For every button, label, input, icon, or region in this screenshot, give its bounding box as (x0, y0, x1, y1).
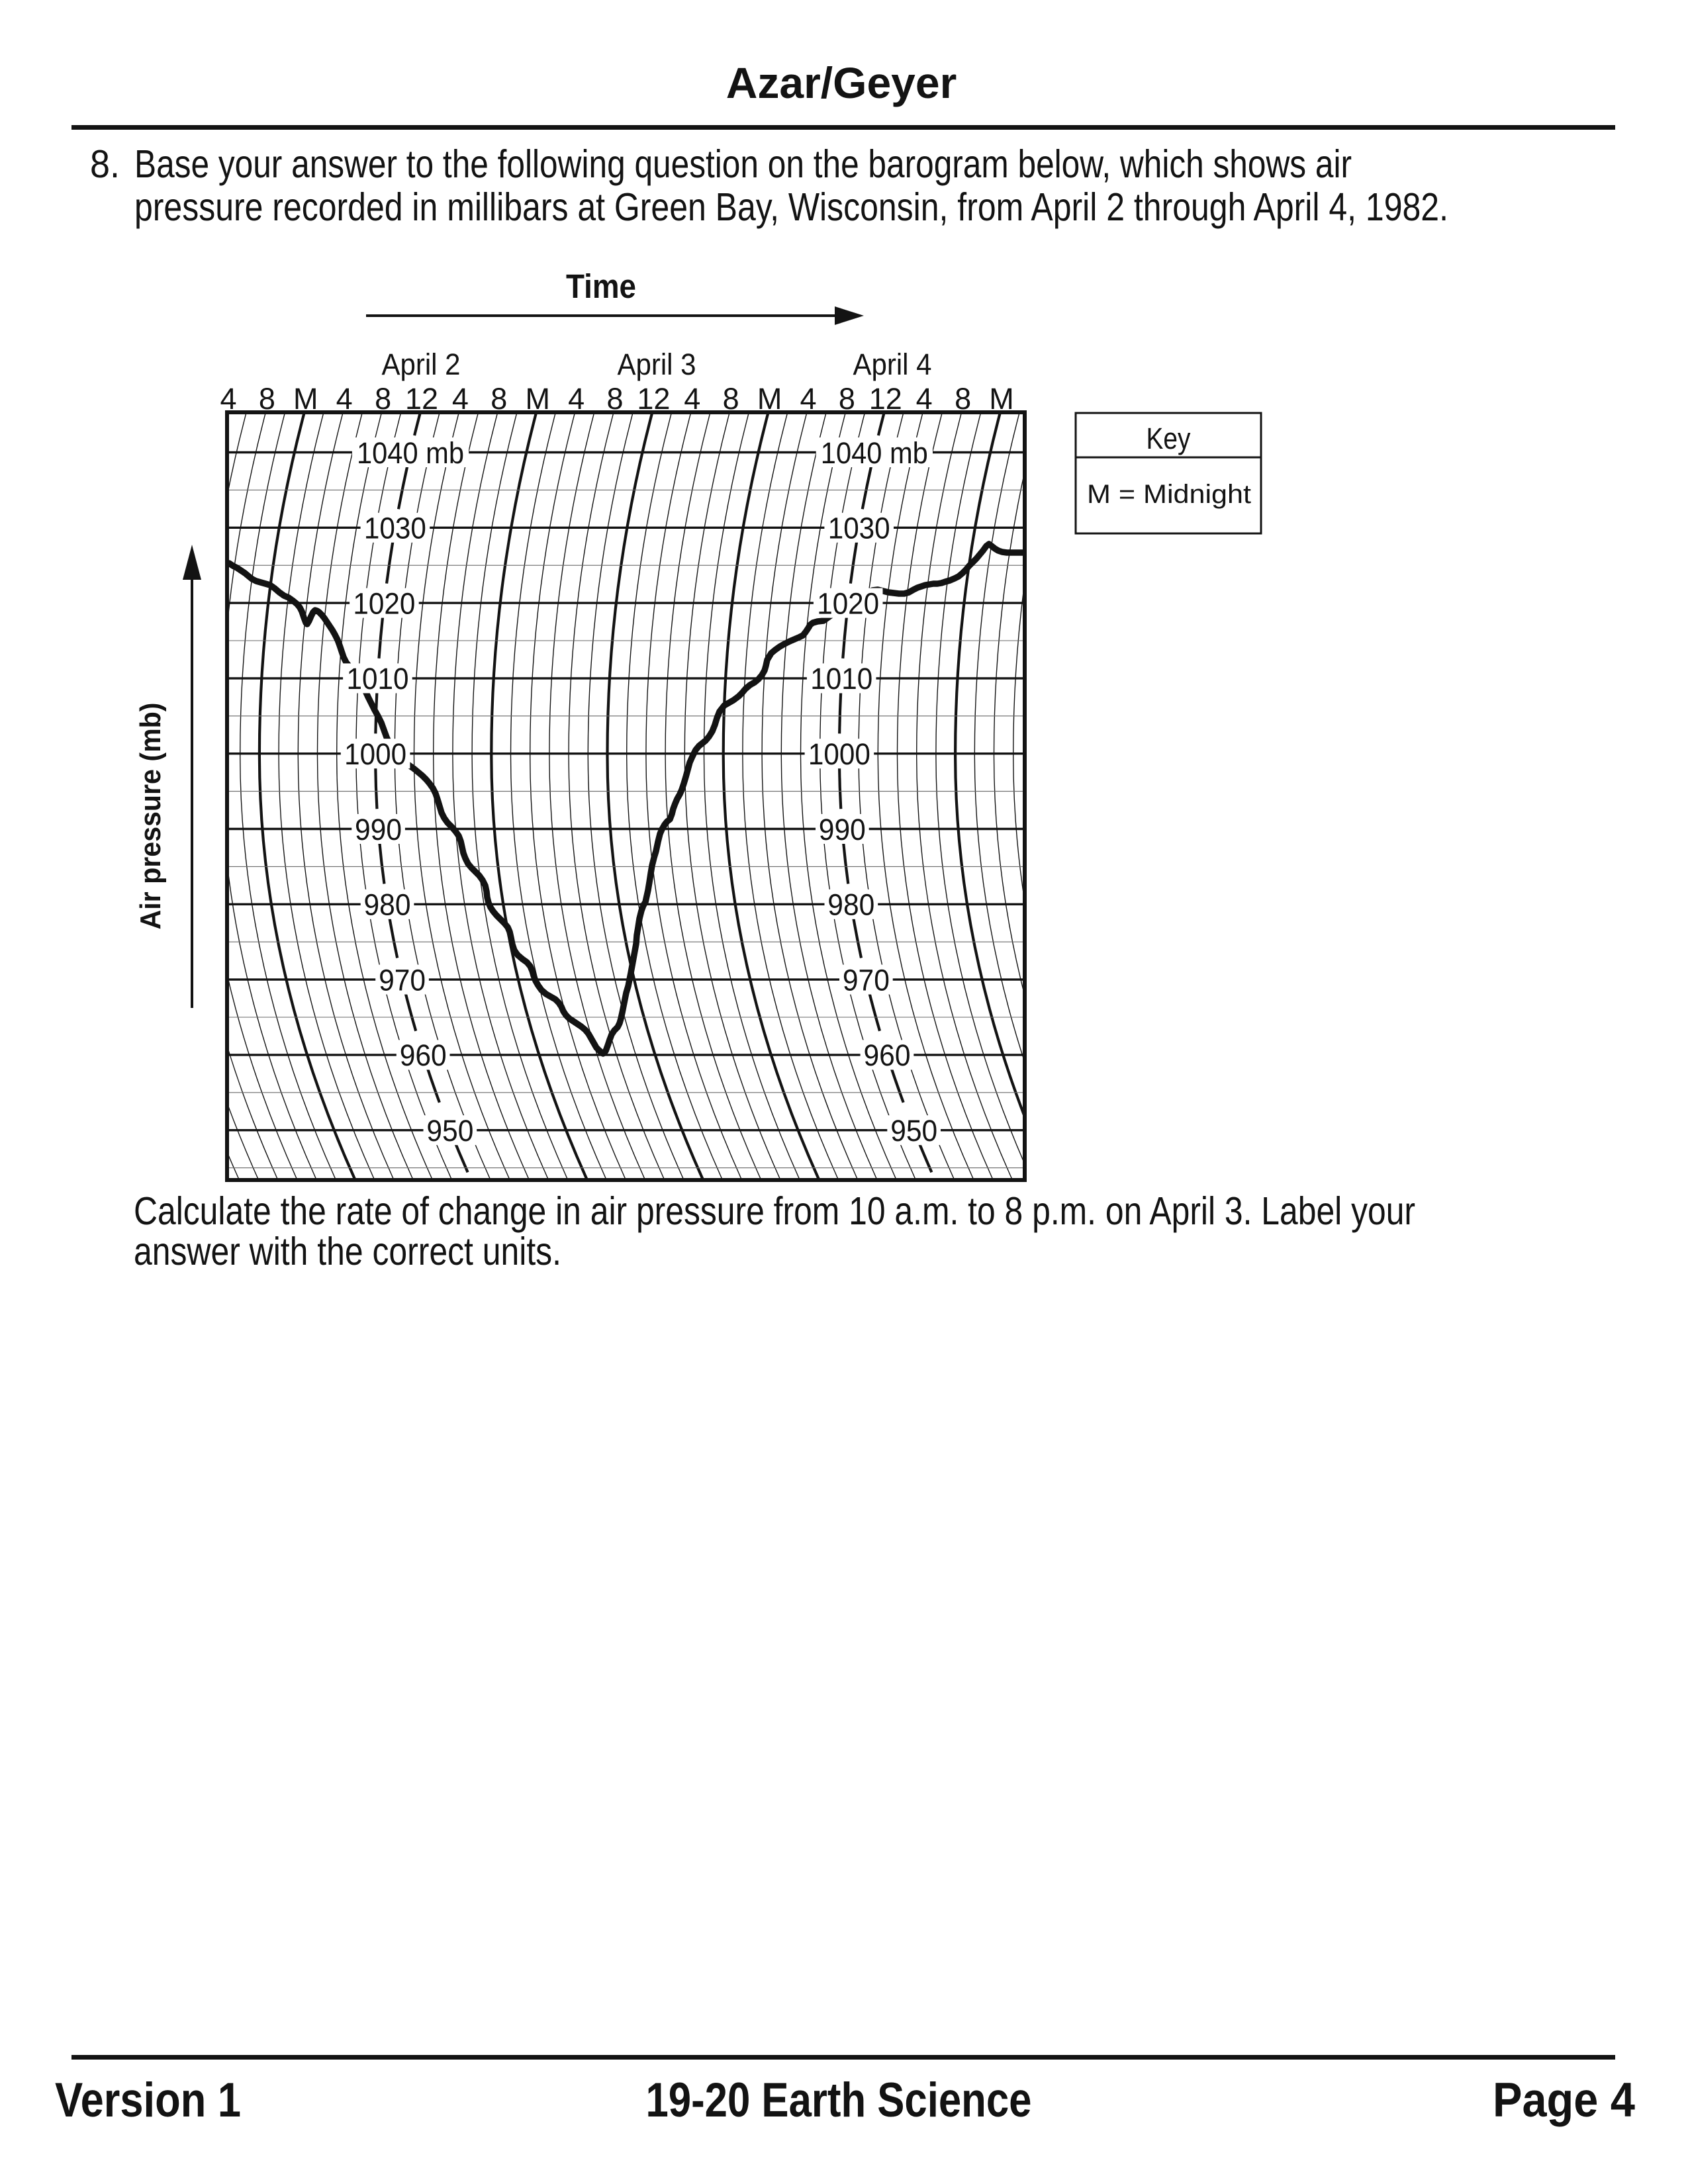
svg-text:Key: Key (1147, 422, 1191, 455)
svg-text:Base your answer to the follow: Base your answer to the following questi… (134, 142, 1352, 186)
svg-text:1040 mb: 1040 mb (357, 436, 464, 470)
svg-text:M: M (989, 382, 1014, 416)
svg-text:990: 990 (819, 813, 866, 846)
svg-text:1000: 1000 (344, 737, 406, 771)
svg-text:Calculate the rate of change i: Calculate the rate of change in air pres… (134, 1189, 1415, 1233)
svg-text:4: 4 (220, 382, 236, 416)
svg-text:19-20 Earth Science: 19-20 Earth Science (646, 2073, 1032, 2127)
svg-text:answer with the correct units.: answer with the correct units. (134, 1230, 561, 1273)
svg-text:980: 980 (364, 888, 411, 922)
svg-text:April 4: April 4 (853, 347, 932, 381)
svg-text:970: 970 (379, 963, 426, 997)
svg-text:8: 8 (606, 382, 623, 416)
svg-text:970: 970 (843, 963, 890, 997)
svg-text:Azar/Geyer: Azar/Geyer (726, 58, 957, 107)
svg-text:12: 12 (869, 382, 902, 416)
svg-text:1020: 1020 (817, 586, 879, 620)
svg-text:April 3: April 3 (618, 347, 696, 381)
svg-text:8: 8 (955, 382, 971, 416)
svg-text:8: 8 (491, 382, 507, 416)
svg-text:990: 990 (355, 813, 402, 846)
svg-text:4: 4 (684, 382, 700, 416)
svg-text:4: 4 (336, 382, 353, 416)
svg-text:1020: 1020 (353, 586, 415, 620)
svg-text:4: 4 (800, 382, 816, 416)
svg-text:4: 4 (452, 382, 469, 416)
svg-text:4: 4 (568, 382, 585, 416)
svg-text:1010: 1010 (810, 662, 872, 696)
svg-text:1040 mb: 1040 mb (821, 436, 928, 470)
svg-text:12: 12 (405, 382, 438, 416)
svg-text:pressure recorded in millibars: pressure recorded in millibars at Green … (134, 185, 1448, 229)
svg-text:Time: Time (566, 267, 636, 305)
svg-text:1010: 1010 (347, 662, 409, 696)
svg-text:M: M (757, 382, 782, 416)
svg-text:April 2: April 2 (382, 347, 461, 381)
svg-text:8: 8 (375, 382, 391, 416)
svg-text:M: M (525, 382, 550, 416)
svg-text:8: 8 (839, 382, 855, 416)
svg-text:8: 8 (259, 382, 275, 416)
svg-text:M: M (293, 382, 318, 416)
svg-text:960: 960 (864, 1038, 911, 1072)
svg-text:4: 4 (916, 382, 933, 416)
svg-text:12: 12 (637, 382, 670, 416)
svg-text:Version 1: Version 1 (55, 2073, 241, 2127)
svg-text:980: 980 (827, 888, 874, 922)
svg-text:8: 8 (723, 382, 739, 416)
svg-text:1000: 1000 (808, 737, 870, 771)
svg-text:8.: 8. (90, 142, 120, 186)
svg-text:1030: 1030 (364, 512, 426, 545)
svg-text:950: 950 (890, 1114, 937, 1148)
svg-text:Page 4: Page 4 (1493, 2073, 1635, 2127)
svg-text:950: 950 (426, 1114, 473, 1148)
svg-text:M = Midnight: M = Midnight (1087, 480, 1251, 509)
svg-text:960: 960 (400, 1038, 447, 1072)
svg-text:Air pressure (mb): Air pressure (mb) (134, 703, 167, 930)
svg-text:1030: 1030 (828, 512, 890, 545)
